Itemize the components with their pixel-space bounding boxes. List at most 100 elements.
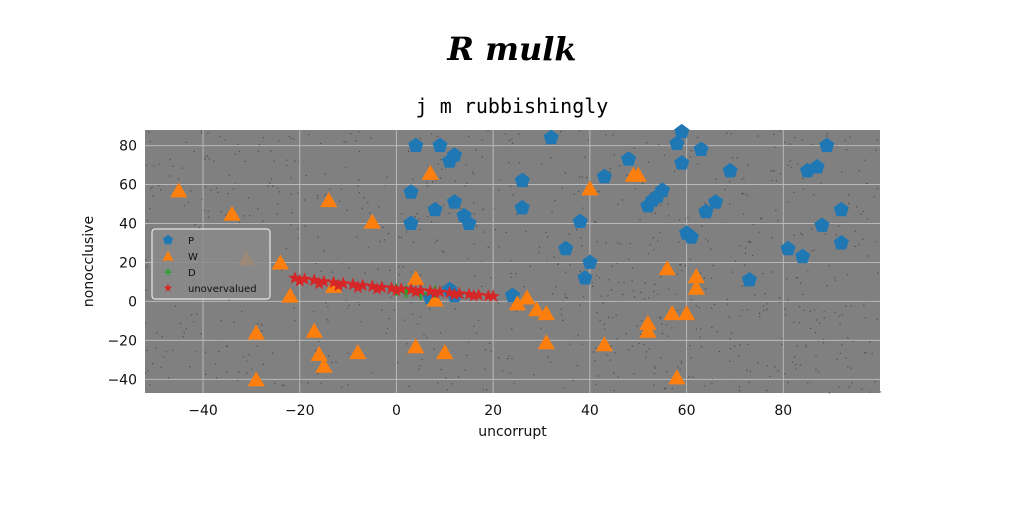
x-axis-label: uncorrupt	[478, 424, 547, 440]
data-point-w	[639, 322, 657, 338]
data-point-p	[814, 217, 830, 232]
data-point-p	[780, 240, 796, 256]
data-point-p	[683, 229, 699, 244]
data-point-w	[407, 270, 425, 286]
data-point-unovervalued	[389, 283, 404, 297]
data-point-w	[247, 324, 265, 340]
x-tick-label: 60	[678, 403, 696, 419]
data-point-unovervalued	[331, 278, 346, 292]
data-point-unovervalued	[312, 276, 326, 290]
data-point-unovervalued	[307, 273, 321, 287]
y-tick-label: 80	[119, 139, 137, 155]
series-unovervalued	[288, 271, 500, 302]
data-point-w	[310, 346, 328, 361]
data-point-unovervalued	[409, 284, 423, 298]
x-tick-label: −20	[285, 403, 315, 419]
data-point-p	[432, 137, 448, 153]
data-point-unovervalued	[163, 283, 173, 292]
series-w	[170, 164, 705, 387]
tick-labels: −40 −20 0 20 40 60 80 −40 −20 0 20 40 60 80	[107, 139, 792, 419]
data-point-p	[819, 137, 835, 153]
y-tick-label: −20	[107, 333, 137, 349]
data-point-w	[305, 322, 323, 338]
y-tick-label: 0	[128, 294, 137, 310]
data-point-w	[629, 166, 647, 182]
data-point-p	[427, 201, 443, 217]
data-point-unovervalued	[365, 279, 379, 293]
data-point-p	[596, 168, 612, 184]
data-point-p	[698, 203, 714, 219]
data-point-p	[514, 172, 530, 188]
data-point-p	[833, 201, 849, 217]
x-tick-label: −40	[188, 403, 218, 419]
data-point-p	[674, 155, 690, 170]
data-point-unovervalued	[317, 274, 331, 288]
x-tick-label: 0	[392, 403, 401, 419]
data-point-unovervalued	[428, 286, 442, 299]
data-point-unovervalued	[297, 272, 312, 285]
legend-label-unovervalued: unovervalued	[188, 284, 257, 295]
data-point-w	[162, 250, 174, 261]
data-point-w	[426, 291, 444, 307]
legend-box	[151, 228, 271, 300]
data-point-unovervalued	[423, 284, 437, 297]
data-point-p	[403, 184, 419, 199]
data-point-unovervalued	[370, 282, 384, 295]
data-point-p	[446, 194, 463, 209]
data-point-w	[518, 289, 536, 305]
data-point-p	[833, 235, 849, 250]
data-point-p	[163, 234, 173, 245]
data-point-unovervalued	[467, 288, 481, 302]
data-point-p	[620, 151, 637, 166]
data-point-w	[170, 182, 188, 198]
data-point-w	[687, 279, 705, 295]
y-tick-label: 40	[119, 217, 137, 233]
data-point-w	[677, 305, 696, 321]
data-point-p	[403, 215, 419, 230]
data-point-w	[223, 205, 241, 221]
data-point-w	[528, 301, 546, 317]
data-point-unovervalued	[447, 287, 462, 301]
data-point-w	[281, 287, 299, 303]
y-tick-label: 20	[119, 255, 137, 271]
data-point-w	[537, 334, 555, 350]
y-axis-label: nonocclusive	[81, 216, 97, 307]
data-point-w	[315, 357, 333, 373]
data-point-p	[577, 270, 593, 285]
data-point-w	[271, 254, 290, 270]
data-point-p	[795, 248, 811, 264]
data-point-p	[654, 182, 670, 197]
data-point-w	[436, 344, 454, 360]
data-point-w	[663, 305, 681, 321]
y-tick-label: −40	[107, 372, 137, 388]
data-point-w	[320, 192, 338, 208]
data-point-d	[164, 268, 172, 276]
data-point-p	[446, 147, 463, 162]
chart-title: j m rubbishingly	[415, 94, 609, 118]
legend-label-p: P	[188, 236, 194, 247]
data-point-p	[582, 254, 598, 269]
data-point-unovervalued	[326, 275, 341, 289]
data-point-w	[639, 314, 657, 330]
x-tick-label: 80	[774, 403, 792, 419]
data-point-p	[461, 215, 477, 230]
data-point-p	[708, 194, 724, 209]
data-point-w	[349, 344, 367, 360]
data-point-w	[407, 338, 425, 354]
data-point-unovervalued	[293, 274, 307, 287]
data-point-p	[669, 135, 685, 151]
data-point-unovervalued	[288, 271, 302, 284]
data-point-p	[741, 272, 757, 287]
data-point-w	[363, 213, 381, 229]
data-point-w	[595, 336, 613, 352]
data-point-p	[693, 141, 709, 156]
data-point-unovervalued	[351, 280, 365, 294]
data-point-w	[687, 268, 705, 284]
data-point-p	[408, 137, 424, 153]
x-tick-label: 20	[484, 403, 502, 419]
data-point-p	[572, 213, 588, 228]
data-point-w	[668, 369, 686, 385]
y-tick-label: 60	[119, 178, 137, 194]
data-point-p	[674, 123, 690, 139]
